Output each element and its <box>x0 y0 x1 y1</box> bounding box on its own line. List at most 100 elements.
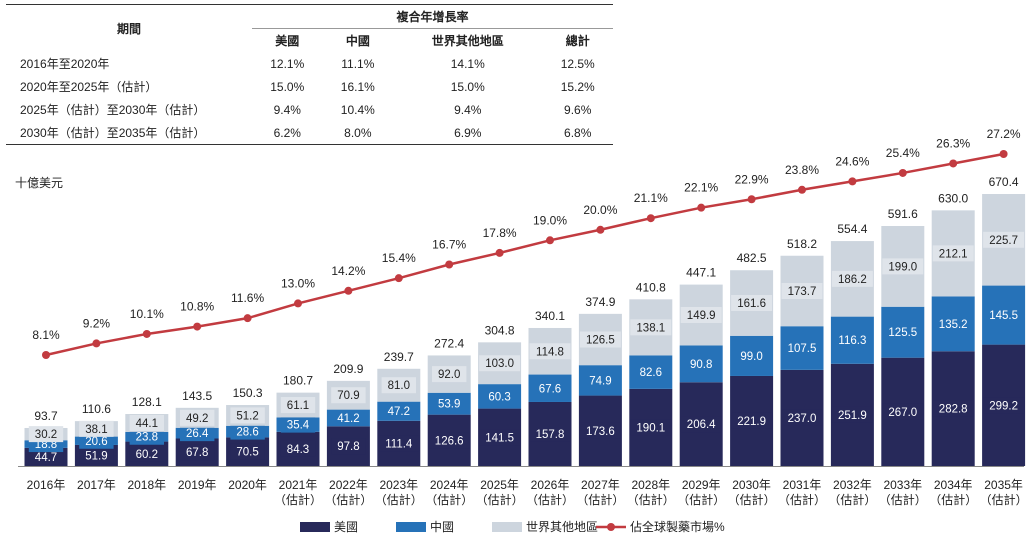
bar-value-label: 251.9 <box>838 410 867 422</box>
market-share-label: 20.0% <box>583 203 617 217</box>
market-share-point <box>898 168 907 177</box>
x-tick-label: 2028年 <box>631 478 670 492</box>
bar-label-bg <box>583 372 618 389</box>
bar-label-bg <box>280 440 316 457</box>
bar-value-label: 199.0 <box>888 261 917 273</box>
cagr-table: 期間 複合年增長率 美國 中國 世界其他地區 總計 2016年至2020年 12… <box>6 4 613 145</box>
bar-value-label: 157.8 <box>536 429 565 441</box>
table-cell: 12.1% <box>270 56 305 71</box>
bar-value-label: 49.2 <box>186 413 208 425</box>
bar-value-label: 173.7 <box>788 286 817 298</box>
market-share-label: 24.6% <box>835 154 869 168</box>
table-cell: 11.1% <box>341 56 375 71</box>
bar-label-bg <box>983 307 1025 324</box>
bar-label-bg <box>280 397 316 414</box>
bar-value-label: 282.8 <box>939 404 968 416</box>
market-share-label: 10.8% <box>180 300 214 314</box>
bar-value-label: 53.9 <box>438 399 460 411</box>
x-tick-label: 2021年 <box>279 478 318 492</box>
bar-total-label: 554.4 <box>837 222 867 236</box>
x-tick-estimate-label: （估計） <box>526 492 574 507</box>
market-share-point <box>999 150 1008 158</box>
bar-value-label: 125.5 <box>888 327 917 339</box>
bar-total-label: 304.8 <box>485 323 515 337</box>
bar-label-bg <box>529 425 571 442</box>
bar-label-bg <box>230 443 265 460</box>
bar-total-label: 93.7 <box>34 409 58 423</box>
bar-total-label: 239.7 <box>384 350 414 364</box>
bar-value-label: 28.6 <box>236 427 258 439</box>
bar-value-label: 90.8 <box>690 359 712 371</box>
bar-label-bg <box>129 414 164 431</box>
bar-label-bg <box>633 364 668 381</box>
bar-label-bg <box>331 438 366 455</box>
table-cell: 10.4% <box>340 102 375 117</box>
bar-value-label: 149.9 <box>687 310 716 322</box>
bar-label-bg <box>28 448 64 465</box>
table-row-period: 2030年（估計）至2035年（估計） <box>6 121 252 145</box>
bar-label-bg <box>731 295 773 312</box>
bar-total-label: 630.0 <box>938 191 968 205</box>
bar-value-label: 60.2 <box>136 449 158 461</box>
bar-label-bg <box>129 445 164 462</box>
x-tick-estimate-label: （估計） <box>476 492 524 507</box>
bar-label-bg <box>579 331 621 348</box>
x-tick-label: 2018年 <box>127 478 166 492</box>
bar-label-bg <box>983 231 1025 248</box>
market-share-point <box>344 286 353 295</box>
x-tick-estimate-label: （估計） <box>576 492 624 507</box>
table-cell: 6.9% <box>393 121 543 145</box>
market-share-label: 26.3% <box>936 136 970 150</box>
bar-label-bg <box>479 429 521 446</box>
bar-label-bg <box>882 403 924 420</box>
bar-label-bg <box>781 409 823 426</box>
x-tick-estimate-label: （估計） <box>728 492 776 507</box>
x-tick-label: 2033年 <box>883 478 922 492</box>
bar-value-label: 26.4 <box>186 428 209 440</box>
bar-total-label: 180.7 <box>283 374 313 388</box>
bar-value-label: 138.1 <box>636 322 665 334</box>
legend-swatch <box>396 522 426 532</box>
x-tick-estimate-label: （估計） <box>627 492 675 507</box>
bar-total-label: 670.4 <box>989 175 1019 189</box>
market-share-point <box>92 339 101 348</box>
bar-value-label: 103.0 <box>485 358 514 370</box>
x-tick-estimate-label: （估計） <box>274 492 322 507</box>
bar-label-bg <box>381 403 416 420</box>
bar-total-label: 591.6 <box>888 207 918 221</box>
market-share-point <box>697 203 706 212</box>
bar-value-label: 67.6 <box>539 383 561 395</box>
table-row: 2016年至2020年 12.1% 11.1% 14.1% 12.5% <box>6 52 613 75</box>
bar-value-label: 114.8 <box>536 346 564 358</box>
market-share-point <box>294 299 302 308</box>
chart-unit-label: 十億美元 <box>15 176 64 190</box>
table-cell: 9.4% <box>454 102 482 117</box>
market-share-point <box>445 260 454 269</box>
bar-label-bg <box>532 380 568 397</box>
x-tick-estimate-label: （估計） <box>778 492 826 507</box>
bar-label-bg <box>882 258 924 275</box>
bar-value-label: 190.1 <box>636 422 665 434</box>
market-share-label: 10.1% <box>130 307 164 321</box>
bar-label-bg <box>529 343 571 360</box>
bar-label-bg <box>79 420 114 437</box>
market-share-label: 23.8% <box>785 163 819 177</box>
bar-total-label: 374.9 <box>585 295 615 309</box>
x-tick-estimate-label: （估計） <box>425 492 473 507</box>
bar-label-bg <box>579 422 621 439</box>
market-share-label: 19.0% <box>533 213 567 227</box>
market-share-point <box>394 274 403 283</box>
bar-label-bg <box>482 388 517 405</box>
table-cell: 16.1% <box>340 79 375 94</box>
bar-total-label: 209.9 <box>333 362 363 376</box>
table-cell: 12.5% <box>560 56 595 71</box>
bar-value-label: 82.6 <box>640 367 662 379</box>
x-tick-label: 2031年 <box>783 478 822 492</box>
bar-label-bg <box>831 406 873 423</box>
bar-label-bg <box>932 315 974 332</box>
market-share-point <box>42 351 50 359</box>
bar-label-bg <box>630 319 672 336</box>
x-tick-estimate-label: （估計） <box>828 492 876 507</box>
bar-value-label: 141.5 <box>485 432 514 444</box>
market-share-point <box>798 185 806 194</box>
